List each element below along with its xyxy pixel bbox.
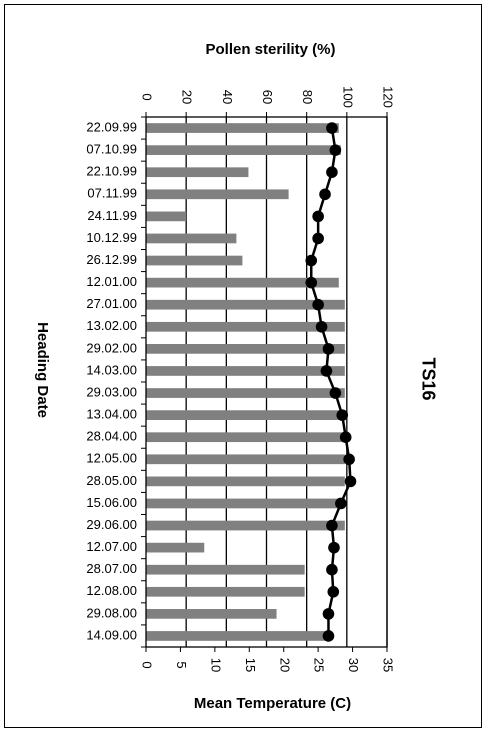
temperature-point xyxy=(322,630,335,642)
top-tick-label: 100 xyxy=(340,86,355,108)
category-label: 22.09.99 xyxy=(86,119,137,134)
temperature-point xyxy=(344,475,357,488)
bar xyxy=(146,123,339,133)
bottom-tick-label: 5 xyxy=(174,661,189,668)
temperature-point xyxy=(326,122,338,134)
temperature-point xyxy=(312,210,324,223)
bar xyxy=(146,255,243,266)
temperature-point xyxy=(319,188,331,201)
y-axis-title: Heading Date xyxy=(34,322,51,418)
top-tick-label: 20 xyxy=(180,90,195,104)
bar xyxy=(146,631,331,641)
category-label: 22.10.99 xyxy=(86,164,137,179)
bar xyxy=(146,432,345,443)
axes xyxy=(141,112,388,652)
temperature-point xyxy=(329,387,342,399)
category-label: 26.12.99 xyxy=(86,252,137,267)
top-axis-title: Pollen sterility (%) xyxy=(205,41,335,58)
top-tick-label: 80 xyxy=(300,90,315,104)
temperature-point xyxy=(339,431,352,444)
category-label: 28.05.00 xyxy=(86,473,137,488)
top-tick-label: 60 xyxy=(260,90,275,104)
temperature-point xyxy=(312,298,324,311)
bottom-axis-title: Mean Temperature (C) xyxy=(194,695,351,712)
category-label: 14.03.00 xyxy=(86,362,137,377)
bar xyxy=(146,167,249,178)
category-label: 13.02.00 xyxy=(86,318,137,333)
temperature-point xyxy=(315,320,328,333)
category-label: 13.04.00 xyxy=(86,407,137,422)
top-tick-label: 40 xyxy=(220,90,235,104)
bar xyxy=(146,388,345,398)
category-label: 29.02.00 xyxy=(86,340,137,355)
category-label: 29.08.00 xyxy=(86,605,137,620)
category-label: 12.05.00 xyxy=(86,451,137,466)
bottom-tick-label: 30 xyxy=(346,658,361,672)
category-label: 12.07.00 xyxy=(86,539,137,554)
labels: 0 20 40 60 80 100 120 0 5 10 15 20 25 30 35 22.09.99 07.… xyxy=(34,41,438,712)
temperature-point xyxy=(320,365,333,377)
bottom-tick-label: 10 xyxy=(208,658,223,672)
bar xyxy=(146,454,345,465)
category-label: 27.01.00 xyxy=(86,296,137,311)
bar xyxy=(146,277,339,288)
temperature-point xyxy=(322,608,335,620)
category-label: 29.06.00 xyxy=(86,517,137,532)
bar xyxy=(146,211,187,222)
category-label: 28.04.00 xyxy=(86,429,137,444)
temperature-point xyxy=(322,343,335,355)
temperature-point xyxy=(335,497,347,510)
bottom-tick-label: 15 xyxy=(243,658,258,672)
bar xyxy=(146,344,345,354)
bottom-tick-label: 35 xyxy=(381,658,396,672)
category-label: 24.11.99 xyxy=(87,208,137,223)
temperature-point xyxy=(326,519,338,532)
bar xyxy=(146,520,345,531)
bottom-tick-label: 20 xyxy=(277,658,292,672)
top-tick-label: 0 xyxy=(140,93,155,100)
chart-svg: 0 20 40 60 80 100 120 0 5 10 15 20 25 30 35 22.09.99 07.… xyxy=(34,41,438,712)
temperature-point xyxy=(326,563,338,576)
panel-label: TS16 xyxy=(418,357,438,400)
temperature-line xyxy=(305,122,357,642)
bar xyxy=(146,410,345,420)
bottom-tick-label: 0 xyxy=(140,661,155,668)
bar xyxy=(146,586,305,597)
category-label: 07.10.99 xyxy=(86,142,137,157)
bar xyxy=(146,145,341,155)
bar xyxy=(146,498,345,509)
bar xyxy=(146,189,289,200)
temperature-polyline xyxy=(310,127,352,636)
category-label: 07.11.99 xyxy=(87,186,137,201)
bottom-tick-label: 25 xyxy=(312,658,327,672)
top-tick-label: 120 xyxy=(381,86,396,108)
category-label: 12.01.00 xyxy=(86,274,137,289)
bar xyxy=(146,366,345,376)
temperature-point xyxy=(312,232,324,245)
bar xyxy=(146,321,345,332)
temperature-point xyxy=(326,166,338,179)
bar xyxy=(146,476,345,487)
category-label: 15.06.00 xyxy=(86,495,137,510)
bar xyxy=(146,299,345,310)
temperature-point xyxy=(343,453,355,466)
chart-frame: 0 20 40 60 80 100 120 0 5 10 15 20 25 30 35 22.09.99 07.… xyxy=(4,4,482,728)
category-label: 29.03.00 xyxy=(86,384,137,399)
temperature-point xyxy=(336,409,349,421)
temperature-point xyxy=(329,144,342,156)
category-label: 14.09.00 xyxy=(86,627,137,642)
category-label: 28.07.00 xyxy=(86,561,137,576)
bar xyxy=(146,233,237,244)
bar xyxy=(146,609,277,619)
temperature-point xyxy=(305,276,318,289)
bar xyxy=(146,564,305,575)
temperature-point xyxy=(328,541,340,554)
temperature-point xyxy=(327,585,340,598)
bars xyxy=(146,123,345,641)
temperature-point xyxy=(305,254,318,267)
category-label: 12.08.00 xyxy=(86,583,137,598)
category-label: 10.12.99 xyxy=(86,230,137,245)
bar xyxy=(146,542,205,553)
